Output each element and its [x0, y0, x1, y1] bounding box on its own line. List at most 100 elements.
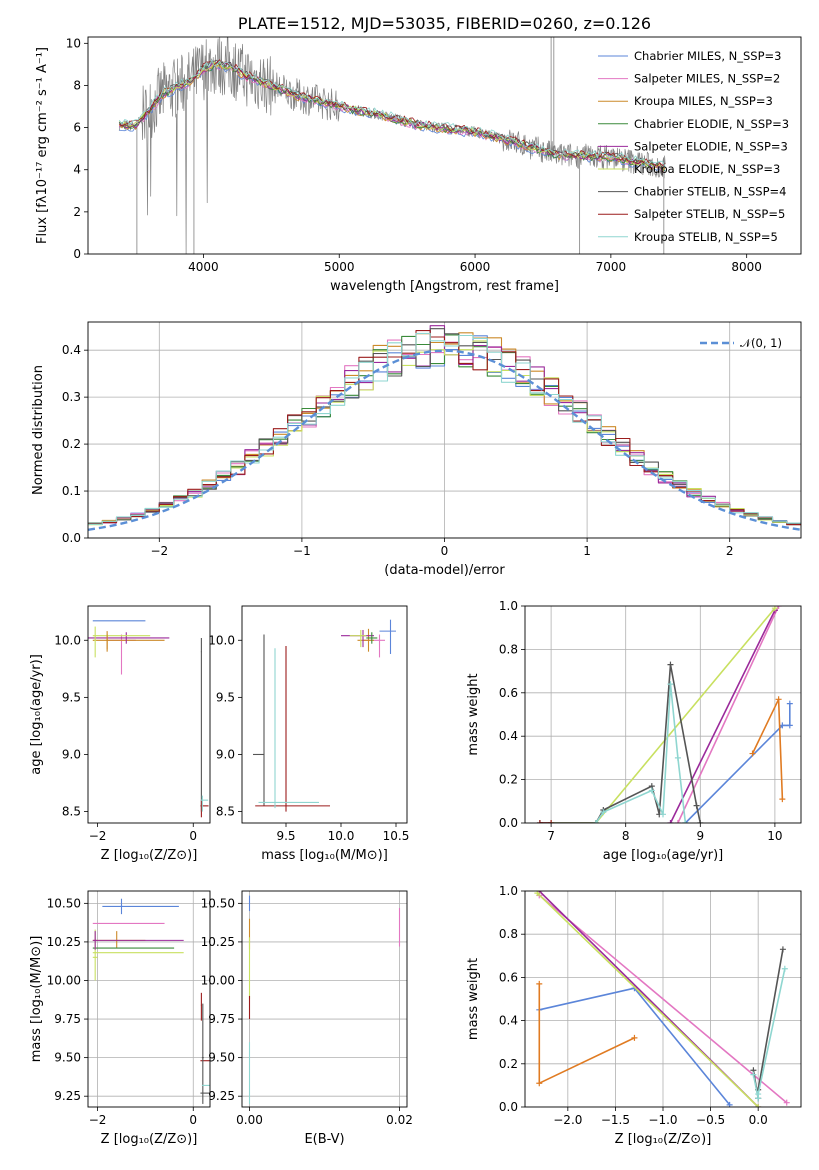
- x-tick-label: 0.00: [236, 1113, 263, 1127]
- y-tick-label: 4: [73, 163, 81, 177]
- y-tick-label: 1.0: [499, 599, 518, 613]
- y-axis-label: Flux [fλ10⁻¹⁷ erg cm⁻² s⁻¹ A⁻¹]: [35, 47, 50, 244]
- weight-marker: [755, 1091, 762, 1098]
- weight-marker: [667, 681, 674, 688]
- weight-marker: [674, 820, 681, 823]
- y-tick-label: 10.00: [47, 973, 81, 987]
- panel-ebv_mass: 0.00 0.02 9.25 9.50 9.75 10.00 10.25 10.50 E(B-V…: [201, 890, 413, 1147]
- y-tick-label: 9.50: [208, 1051, 235, 1065]
- axes-frame: [87, 321, 802, 539]
- x-tick-label: −1: [293, 544, 311, 558]
- x-axis-label: wavelength [Angstrom, rest frame]: [330, 279, 559, 294]
- plot-area: [525, 891, 801, 1107]
- x-axis-label: Z [log₁₀(Z/Z⊙)]: [101, 1132, 198, 1147]
- weight-marker: [631, 1034, 638, 1041]
- model-fit-line: [118, 61, 666, 170]
- x-tick-label: −0.5: [696, 1113, 725, 1127]
- y-axis-label: mass [log₁₀(M/M⊙)]: [29, 936, 44, 1063]
- weight-marker: [674, 754, 681, 761]
- x-axis-label: age [log₁₀(age/yr)]: [603, 848, 724, 863]
- weight-marker: [667, 820, 674, 823]
- x-tick-label: 2: [726, 544, 734, 558]
- y-tick-label: 10.50: [201, 896, 235, 910]
- y-tick-label: 9.25: [54, 1089, 81, 1103]
- y-tick-label: 0: [73, 247, 81, 261]
- weight-marker: [775, 606, 782, 609]
- weight-series-line: [536, 892, 759, 1107]
- y-tick-label: 0.2: [499, 1057, 518, 1071]
- x-tick-label: −2: [89, 1113, 107, 1127]
- weight-series-line: [677, 606, 780, 823]
- model-fit-line: [119, 59, 666, 167]
- weight-marker: [786, 700, 793, 707]
- weight-marker: [779, 946, 786, 953]
- y-axis-label: Normed distribution: [31, 365, 46, 495]
- y-tick-label: 10: [66, 36, 81, 50]
- y-tick-label: 10.0: [54, 633, 81, 647]
- legend: Chabrier MILES, N_SSP=3 Salpeter MILES, N…: [598, 49, 789, 244]
- weight-marker: [648, 787, 655, 794]
- residual-histogram: [88, 332, 801, 525]
- x-tick-label: 4000: [188, 260, 219, 274]
- weight-marker: [592, 820, 599, 823]
- x-tick-label: 7: [547, 829, 555, 843]
- axes-frame: [87, 890, 211, 1108]
- legend-entry: Chabrier STELIB, N_SSP=4: [634, 185, 786, 199]
- axes-frame: [87, 36, 802, 255]
- y-tick-label: 10.50: [47, 896, 81, 910]
- legend-entry: Salpeter ELODIE, N_SSP=3: [634, 139, 788, 153]
- plot-area: [88, 322, 801, 538]
- y-axis-label: mass weight: [466, 673, 481, 755]
- weight-marker: [775, 696, 782, 703]
- y-tick-label: 0.8: [499, 642, 518, 656]
- plot-area: [88, 620, 209, 818]
- y-tick-label: 0.2: [62, 437, 81, 451]
- y-tick-label: 9.75: [54, 1012, 81, 1026]
- x-tick-label: −2: [89, 829, 107, 843]
- legend-entry: Chabrier MILES, N_SSP=3: [634, 49, 781, 63]
- legend-entry: Kroupa STELIB, N_SSP=5: [634, 230, 778, 244]
- panel-mass_age: 9.5 10.0 10.5 8.5 9.0 9.5 10.0 mass [log₁₀(M/M⊙…: [208, 605, 409, 863]
- weight-marker: [749, 750, 756, 757]
- weight-series-line: [684, 703, 791, 823]
- y-tick-label: 10.0: [208, 633, 235, 647]
- legend-entry: Kroupa ELODIE, N_SSP=3: [634, 162, 780, 176]
- x-tick-label: 1: [583, 544, 591, 558]
- x-tick-label: 0: [189, 829, 197, 843]
- y-tick-label: 9.50: [54, 1051, 81, 1065]
- y-tick-label: 9.0: [62, 747, 81, 761]
- x-axis-label: Z [log₁₀(Z/Z⊙)]: [615, 1132, 712, 1147]
- weight-marker: [786, 722, 793, 729]
- residual-histogram: [88, 330, 801, 526]
- y-tick-label: 1.0: [499, 884, 518, 898]
- weight-series-line: [538, 894, 788, 1104]
- y-tick-label: 8.5: [62, 805, 81, 819]
- y-tick-label: 2: [73, 205, 81, 219]
- y-tick-label: 0.4: [62, 343, 81, 357]
- legend: 𝒩(0, 1): [700, 336, 782, 350]
- legend-entry: Salpeter MILES, N_SSP=2: [634, 72, 780, 86]
- chart-title: PLATE=1512, MJD=53035, FIBERID=0260, z=0…: [238, 14, 651, 33]
- y-tick-label: 6: [73, 121, 81, 135]
- y-tick-label: 8.5: [216, 805, 235, 819]
- y-tick-label: 0.2: [499, 773, 518, 787]
- weight-marker: [536, 820, 543, 823]
- model-fit-line: [118, 59, 666, 167]
- axes-frame: [87, 605, 211, 824]
- weight-marker: [600, 809, 607, 816]
- x-tick-label: 0: [189, 1113, 197, 1127]
- x-tick-label: 8000: [731, 260, 762, 274]
- x-tick-label: 8: [622, 829, 630, 843]
- y-tick-label: 0.8: [499, 927, 518, 941]
- normal-curve: [88, 349, 801, 531]
- y-tick-label: 0.4: [499, 1014, 518, 1028]
- x-tick-label: −2: [150, 544, 168, 558]
- y-tick-label: 0.0: [499, 816, 518, 830]
- x-tick-label: 7000: [596, 260, 627, 274]
- legend-entry: Kroupa MILES, N_SSP=3: [634, 94, 773, 108]
- x-axis-label: E(B-V): [304, 1132, 344, 1147]
- legend-entry: Chabrier ELODIE, N_SSP=3: [634, 117, 789, 131]
- x-tick-label: −1.5: [601, 1113, 630, 1127]
- panel-residuals: −2 −1 0 1 2 0.0 0.1 0.2 0.3 0.4 (data-model)/error…: [31, 321, 802, 578]
